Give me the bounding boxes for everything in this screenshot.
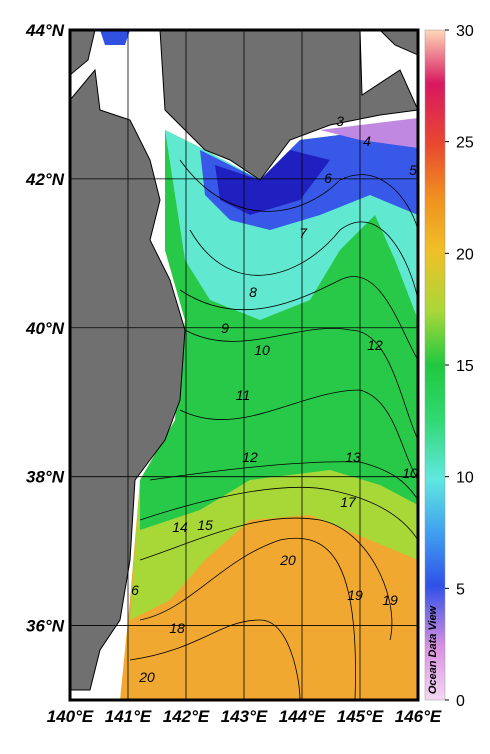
contour-label: 3 [336, 113, 344, 129]
colorbar-tick-label: 0 [456, 693, 465, 710]
map-frame [68, 28, 420, 702]
y-tick-label: 42°N [25, 170, 65, 189]
x-tick-label: 141°E [105, 707, 152, 726]
contour-label: 17 [340, 494, 357, 510]
contour-label: 10 [402, 465, 418, 481]
x-tick-label: 140°E [47, 707, 94, 726]
x-tick-label: 146°E [395, 707, 442, 726]
x-tick-label: 142°E [163, 707, 210, 726]
contour-label: 19 [382, 592, 398, 608]
colorbar-tick-label: 5 [456, 581, 465, 598]
contour-label: 12 [367, 337, 383, 353]
contour-label: 14 [172, 519, 188, 535]
x-tick-label: 145°E [337, 707, 384, 726]
contour-label: 12 [242, 449, 258, 465]
y-tick-label: 36°N [26, 617, 65, 636]
y-tick-label: 44°N [25, 21, 65, 40]
x-tick-label: 144°E [279, 707, 326, 726]
credit: Ocean Data View [427, 604, 439, 694]
contour-label: 4 [363, 133, 371, 149]
contour-label: 9 [221, 320, 229, 336]
contour-label: 13 [345, 449, 361, 465]
contour-label: 6 [131, 582, 139, 598]
y-tick-label: 38°N [26, 468, 65, 487]
colorbar-tick-label: 15 [456, 358, 474, 375]
y-tick-label: 40°N [25, 319, 65, 338]
contour-label: 10 [254, 342, 270, 358]
contour-label: 5 [409, 162, 417, 178]
contour-label: 6 [324, 170, 332, 186]
contour-label: 20 [279, 552, 296, 568]
contour-label: 11 [236, 387, 251, 403]
contour-label: 15 [197, 517, 213, 533]
colorbar-tick-label: 20 [456, 246, 474, 263]
contour-label: 20 [138, 669, 155, 685]
colorbar [424, 29, 446, 701]
contour-label: 8 [249, 284, 257, 300]
contour-label: 7 [299, 225, 308, 241]
colorbar-tick-label: 10 [456, 470, 474, 487]
colorbar-tick-label: 30 [456, 23, 474, 40]
contour-label: 18 [169, 620, 185, 636]
x-tick-label: 143°E [221, 707, 268, 726]
contour-label: 19 [347, 587, 363, 603]
colorbar-tick-label: 25 [456, 135, 474, 152]
